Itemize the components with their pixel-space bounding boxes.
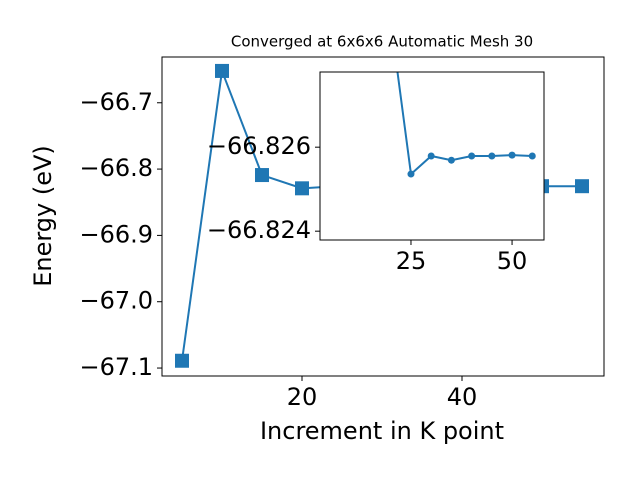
chart-title: Converged at 6x6x6 Automatic Mesh 30 — [231, 33, 533, 51]
axes-frame — [319, 71, 545, 241]
x-tick-label: 40 — [447, 383, 478, 411]
x-tick-label: 20 — [287, 383, 318, 411]
y-tick-label: −67.1 — [79, 353, 153, 381]
series — [396, 72, 536, 178]
x-axis-label: Increment in K point — [260, 417, 504, 445]
y-tick-label: −66.9 — [79, 220, 153, 248]
marker — [508, 151, 516, 159]
marker — [528, 152, 536, 160]
marker — [255, 168, 269, 183]
y-axis-label: Energy (eV) — [29, 145, 57, 287]
marker — [407, 170, 415, 178]
y-tick-label: −66.8 — [79, 154, 153, 182]
y-tick-label: −67.0 — [79, 287, 153, 315]
marker — [447, 156, 455, 164]
x-tick-label: 50 — [497, 247, 528, 275]
x-tick-label: 25 — [396, 247, 427, 275]
marker — [488, 152, 496, 160]
marker — [427, 152, 435, 160]
marker — [295, 181, 309, 196]
marker — [175, 353, 189, 368]
axes-frame — [161, 56, 605, 377]
marker — [468, 152, 476, 160]
y-tick-label: −66.824 — [207, 216, 311, 244]
marker — [215, 63, 229, 78]
y-tick-label: −66.826 — [207, 132, 311, 160]
y-tick-label: −66.7 — [79, 88, 153, 116]
marker — [575, 179, 589, 194]
